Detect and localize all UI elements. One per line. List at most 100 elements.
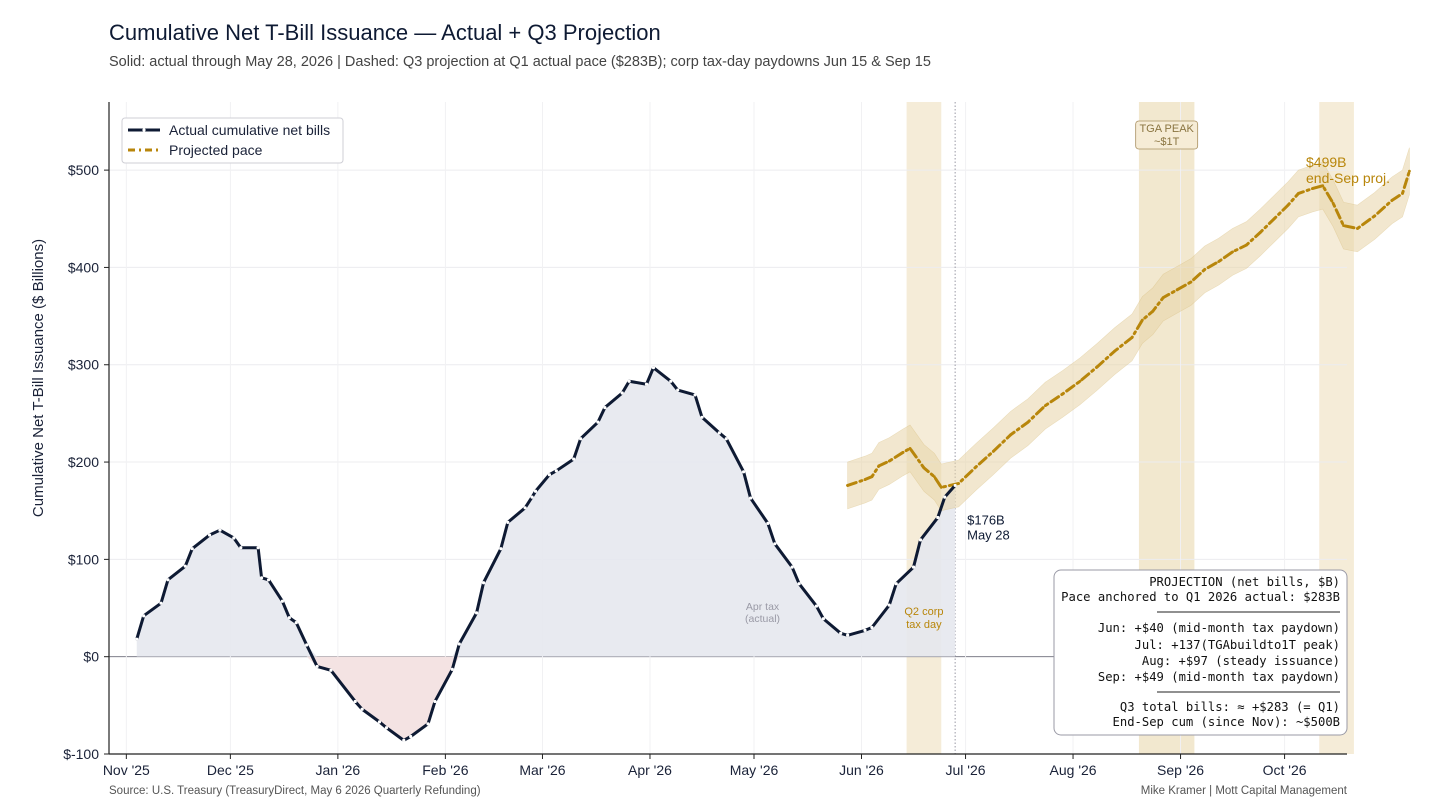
projected-point xyxy=(908,447,912,450)
projected-point xyxy=(1078,379,1082,383)
actual-point xyxy=(533,489,538,493)
projected-point xyxy=(1175,288,1179,292)
actual-point xyxy=(523,506,527,510)
projected-point xyxy=(1095,365,1099,369)
actual-point xyxy=(644,382,649,386)
actual-point xyxy=(218,528,222,532)
projected-point xyxy=(1113,349,1117,353)
x-tick-label: Jan '26 xyxy=(316,762,361,778)
projected-point xyxy=(957,482,961,485)
actual-point xyxy=(846,633,850,637)
actual-point xyxy=(748,496,753,500)
x-tick-label: Feb '26 xyxy=(422,762,468,778)
projected-point xyxy=(1061,392,1065,396)
actual-point xyxy=(294,621,298,625)
actual-point xyxy=(887,603,891,607)
x-tick-label: Sep '26 xyxy=(1157,762,1204,778)
projected-point xyxy=(1342,224,1345,227)
actual-point xyxy=(953,483,957,488)
x-tick-label: Jul '26 xyxy=(946,762,986,778)
projected-point xyxy=(1286,203,1290,207)
actual-point xyxy=(620,391,624,395)
x-tick-label: Jun '26 xyxy=(839,762,884,778)
projected-point xyxy=(1297,192,1300,195)
actual-point xyxy=(402,738,406,742)
annotations: $176B May 28 $499B end-Sep proj. Apr tax (act… xyxy=(745,120,1390,631)
actual-point xyxy=(693,393,697,397)
tga-peak-label: TGA PEAK ~$1T xyxy=(1139,123,1194,148)
x-tick-label: Nov '25 xyxy=(103,762,150,778)
actual-point xyxy=(266,578,271,582)
projection-box-line-1: PROJECTION (net bills, $B) xyxy=(1149,575,1340,589)
actual-point xyxy=(790,565,794,569)
y-tick-label: $500 xyxy=(68,162,99,178)
actual-point xyxy=(457,642,461,646)
projected-point xyxy=(1189,280,1193,284)
actual-point xyxy=(839,631,843,635)
actual-point xyxy=(384,726,389,730)
actual-point xyxy=(256,546,260,550)
actual-point xyxy=(894,582,898,586)
projected-point xyxy=(1272,217,1276,221)
actual-point xyxy=(918,538,923,542)
actual-point xyxy=(773,542,777,546)
projected-point xyxy=(1245,243,1248,247)
projection-box-line-5: Aug: +$97 (steady issuance) xyxy=(1142,654,1340,668)
actual-point xyxy=(627,379,631,383)
projected-point xyxy=(1258,231,1262,234)
projected-point xyxy=(1130,336,1134,339)
legend: Actual cumulative net bills Projected pac… xyxy=(121,117,344,164)
actual-point xyxy=(239,546,243,550)
projected-point xyxy=(1009,433,1013,437)
y-tick-label: $400 xyxy=(68,259,99,275)
x-tick-label: Apr '26 xyxy=(628,762,672,778)
actual-series xyxy=(135,366,957,742)
projected-point xyxy=(887,459,891,463)
projected-point xyxy=(1408,169,1411,173)
axis-labels: $-100 $0 $100 $200 $300 $400 $500 Nov '25 Dec '2… xyxy=(30,162,1307,778)
y-tick-label: $-100 xyxy=(63,746,99,762)
actual-point xyxy=(183,564,187,568)
actual-point xyxy=(207,533,212,537)
projected-point xyxy=(1217,260,1221,263)
actual-point xyxy=(547,473,552,477)
actual-point xyxy=(259,576,264,580)
projected-point xyxy=(870,475,874,479)
actual-point xyxy=(305,643,309,647)
projected-point xyxy=(1161,296,1165,299)
projected-point xyxy=(1331,201,1335,205)
legend-entry-actual: Actual cumulative net bills xyxy=(169,122,330,138)
projected-point xyxy=(846,484,850,487)
actual-point xyxy=(481,581,486,585)
actual-point xyxy=(409,734,413,739)
positive-area-fill xyxy=(136,367,956,657)
projected-point xyxy=(974,465,978,469)
projected-point xyxy=(922,466,926,470)
legend-swatch-actual-dot xyxy=(142,128,146,132)
projected-point xyxy=(1141,318,1144,322)
q2-tax-day-label: Q2 corp tax day xyxy=(904,606,943,631)
projected-point xyxy=(1203,267,1207,271)
actual-point xyxy=(142,614,146,618)
projected-point xyxy=(1321,184,1325,188)
actual-point xyxy=(554,469,558,473)
actual-point xyxy=(135,637,139,641)
negative-area-fill xyxy=(136,656,956,741)
source-note: Source: U.S. Treasury (TreasuryDirect, M… xyxy=(109,785,481,797)
actual-point xyxy=(572,457,576,461)
end-projection-label: $499B end-Sep proj. xyxy=(1306,154,1390,186)
actual-point xyxy=(377,720,382,724)
projected-point xyxy=(1401,192,1404,195)
actual-point xyxy=(232,536,236,540)
actual-point xyxy=(287,616,291,620)
projected-point xyxy=(932,475,936,479)
projection-box-line-8: End-Sep cum (since Nov): ~$500B xyxy=(1113,715,1340,729)
projected-point xyxy=(863,478,867,481)
y-tick-label: $100 xyxy=(68,551,99,567)
projected-point xyxy=(1231,250,1234,254)
actual-point xyxy=(329,668,333,672)
y-axis-label: Cumulative Net T-Bill Issuance ($ Billio… xyxy=(30,239,47,517)
actual-point xyxy=(724,437,728,441)
actual-point xyxy=(280,599,284,603)
